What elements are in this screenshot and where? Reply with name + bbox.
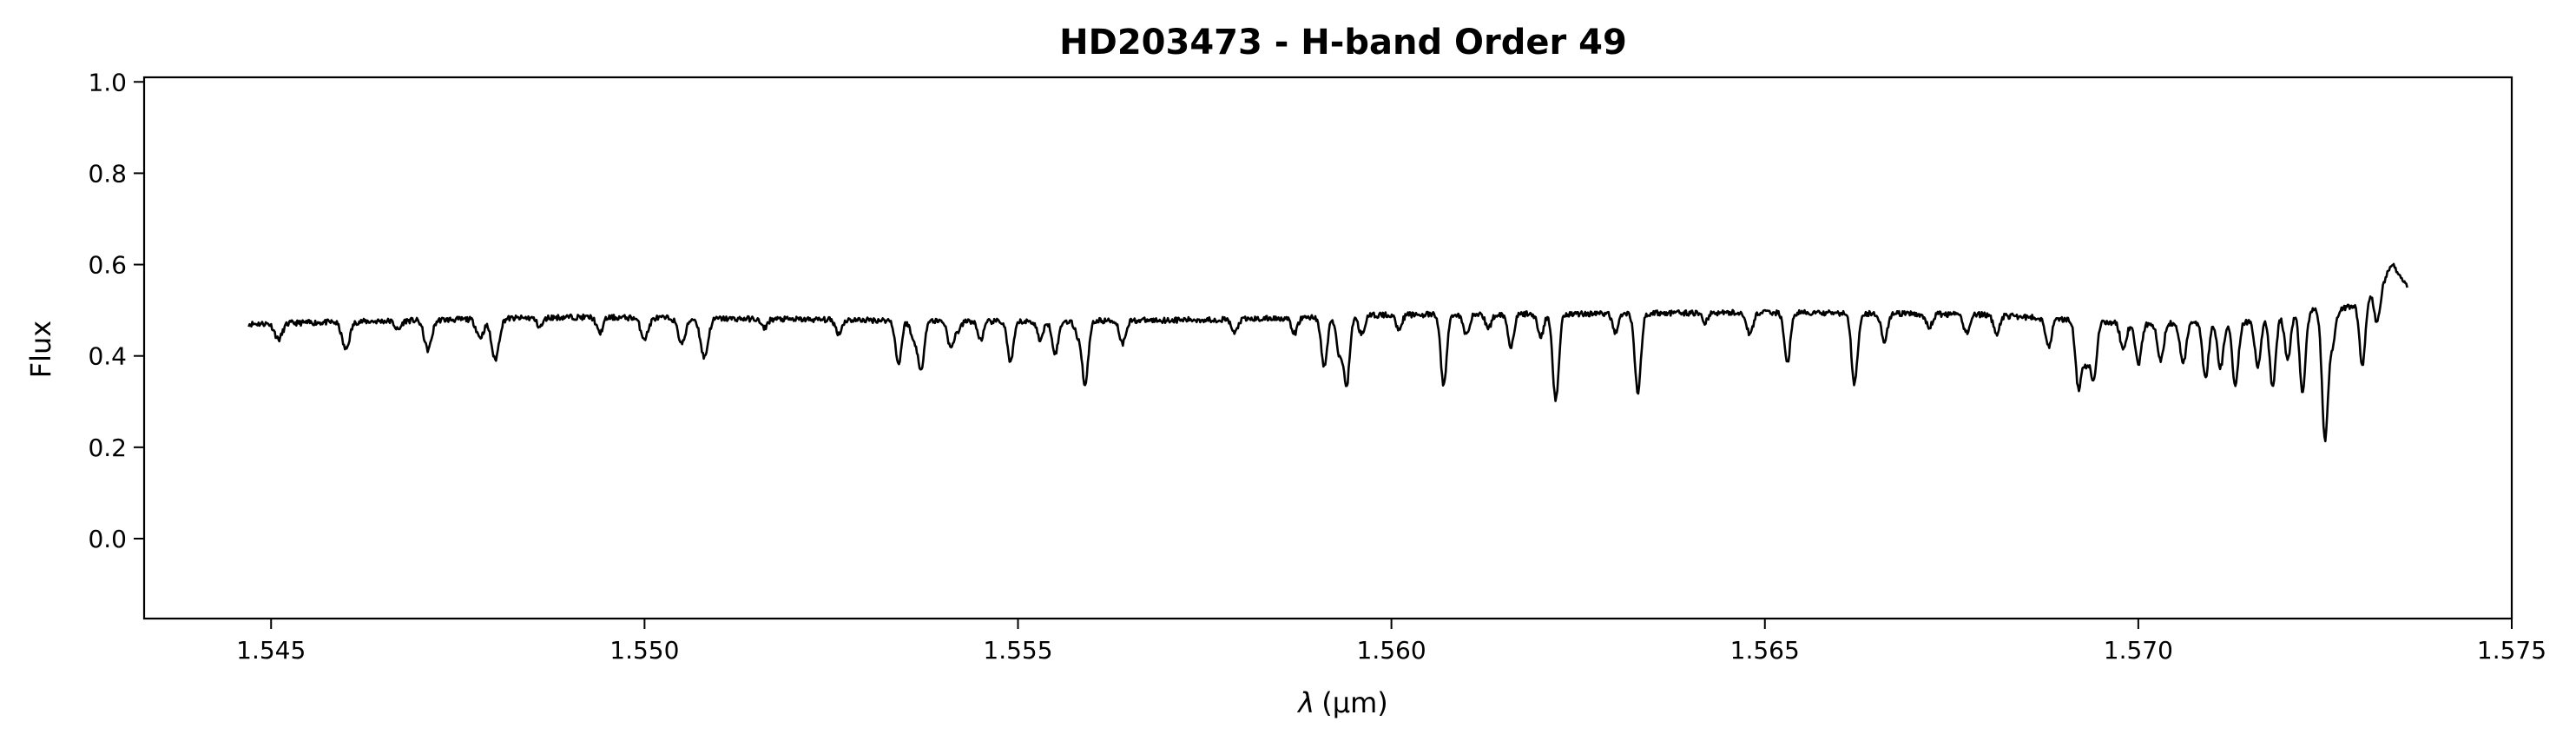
y-tick-label: 1.0 [88,68,127,96]
x-tick-label: 1.560 [1357,636,1426,665]
chart-title: HD203473 - H-band Order 49 [1059,23,1627,63]
y-tick-label: 0.8 [88,159,127,188]
y-tick-label: 0.6 [88,251,127,280]
y-tick-label: 0.0 [88,525,127,553]
x-tick-label: 1.555 [983,636,1052,665]
x-axis: 1.545 1.550 1.555 1.560 1.565 1.570 1.575 [236,619,2546,665]
x-axis-label-symbol: λ [1296,686,1314,719]
x-tick-label: 1.570 [2104,636,2173,665]
x-tick-label: 1.565 [1730,636,1800,665]
x-axis-label-unit: (μm) [1321,686,1388,719]
y-axis-label: Flux [24,321,57,379]
x-tick-label: 1.575 [2477,636,2546,665]
y-axis: 0.0 0.2 0.4 0.6 0.8 1.0 [88,68,144,553]
y-tick-label: 0.2 [88,434,127,462]
y-tick-label: 0.4 [88,342,127,371]
spectrum-series-line [247,262,2408,443]
x-axis-label: λ (μm) [1296,686,1387,719]
plot-frame [142,76,2513,620]
plot-area [142,76,2513,620]
x-tick-label: 1.550 [609,636,679,665]
x-tick-label: 1.545 [236,636,306,665]
